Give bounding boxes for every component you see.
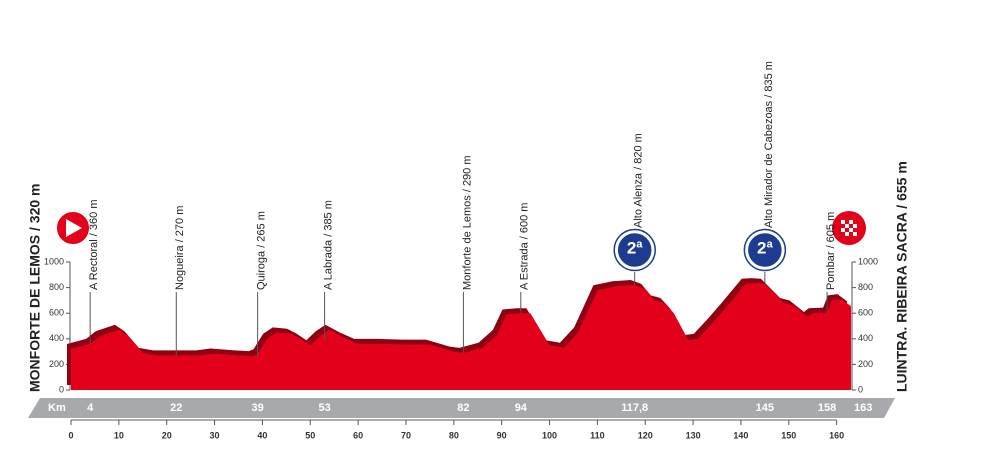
climb-category: 2ª [757,238,773,257]
km-value: 22 [170,402,182,414]
km-band [28,398,895,418]
x-tick-label: 80 [449,430,459,440]
y2-tick-label: 200 [858,359,873,369]
x-tick-label: 110 [590,430,605,440]
y-tick-label: 400 [49,333,64,343]
km-value: 82 [457,402,469,414]
y2-tick-label: 400 [858,333,873,343]
km-value: 163 [854,402,872,414]
x-tick-label: 120 [638,430,653,440]
climb-badge-ring [613,228,656,272]
x-tick-label: 90 [497,430,507,440]
y-tick-label: 0 [59,384,64,394]
waypoint-label: A Labrada / 385 m [323,200,335,290]
climb-category: 2ª [627,238,643,257]
km-value: 39 [252,402,264,414]
waypoint-label: Quiroga / 265 m [256,211,268,290]
km-label: Km [48,402,66,414]
x-tick-label: 100 [542,430,557,440]
x-tick-label: 160 [829,430,844,440]
climb-badge [615,230,654,270]
x-tick-label: 40 [257,430,267,440]
km-value: 53 [318,402,330,414]
x-tick-label: 150 [781,430,796,440]
waypoint-label: Monforte de Lemos / 290 m [461,155,473,290]
x-tick-label: 130 [686,430,701,440]
y-tick-label: 1000 [44,256,64,266]
x-tick-label: 20 [162,430,172,440]
start-label: MONFORTE DE LEMOS / 320 m [27,184,43,392]
x-tick-label: 60 [353,430,363,440]
y-tick-label: 600 [49,308,64,318]
x-tick-label: 0 [68,430,73,440]
profile [71,283,851,390]
y2-tick-label: 800 [858,282,873,292]
km-value: 117,8 [621,402,648,414]
km-value: 94 [515,402,528,414]
waypoint-label: Alto Mirador de Cabezoas / 835 m [763,61,775,228]
waypoint-label: A Rectoral / 360 m [88,200,100,291]
x-tick-label: 30 [210,430,220,440]
finish-label: LUINTRA. RIBEIRA SACRA / 655 m [894,161,910,392]
finish-icon [832,211,866,245]
climb-badge [745,230,785,270]
y-tick-label: 200 [49,359,64,369]
km-value: 4 [87,402,94,414]
waypoint-label: Pombar / 605 m [825,212,837,290]
y2-tick-label: 600 [858,308,873,318]
y2-tick-label: 0 [858,384,863,394]
waypoint-label: Alto Alenza / 820 m [633,133,645,228]
climb-badge-ring [743,228,787,272]
y2-tick-label: 1000 [858,256,878,266]
km-value: 158 [818,402,836,414]
km-value: 145 [756,402,774,414]
x-tick-label: 140 [733,430,748,440]
x-tick-label: 50 [305,430,315,440]
x-tick-label: 70 [401,430,411,440]
start-icon [55,210,91,246]
waypoint-label: Nogueira / 270 m [174,206,186,290]
y-tick-label: 800 [49,282,64,292]
x-tick-label: 10 [114,430,124,440]
waypoint-label: A Estrada / 600 m [519,203,531,290]
